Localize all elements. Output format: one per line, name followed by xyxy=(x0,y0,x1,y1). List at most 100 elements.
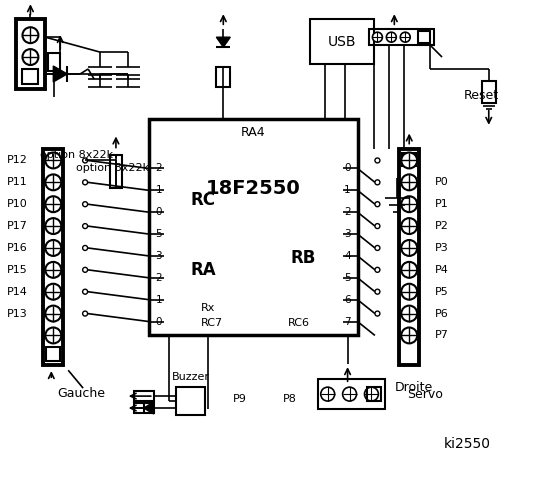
Circle shape xyxy=(82,180,87,185)
Bar xyxy=(369,29,434,45)
Bar xyxy=(15,19,45,89)
Text: 1: 1 xyxy=(155,295,162,305)
Circle shape xyxy=(372,32,382,42)
Circle shape xyxy=(401,284,417,300)
Circle shape xyxy=(375,224,380,228)
Circle shape xyxy=(82,267,87,272)
Text: Reset: Reset xyxy=(464,89,499,102)
Bar xyxy=(46,348,60,361)
Bar xyxy=(482,81,495,103)
Text: P15: P15 xyxy=(7,265,28,275)
Polygon shape xyxy=(144,402,154,414)
Text: P13: P13 xyxy=(7,309,28,319)
Bar xyxy=(134,391,154,401)
Text: Droite: Droite xyxy=(395,381,434,394)
Text: RC6: RC6 xyxy=(288,317,310,327)
Circle shape xyxy=(321,387,335,401)
Text: 4: 4 xyxy=(345,251,351,261)
Text: 3: 3 xyxy=(155,251,162,261)
Circle shape xyxy=(375,245,380,251)
Text: 1: 1 xyxy=(155,185,162,195)
Text: P1: P1 xyxy=(435,199,449,209)
Text: RA4: RA4 xyxy=(241,126,265,139)
Circle shape xyxy=(401,153,417,168)
Bar xyxy=(368,387,382,401)
Text: 0: 0 xyxy=(345,163,351,173)
Bar xyxy=(176,387,205,415)
Bar xyxy=(402,153,416,167)
Circle shape xyxy=(45,196,61,212)
Circle shape xyxy=(82,202,87,207)
Circle shape xyxy=(45,240,61,256)
Text: Rx: Rx xyxy=(200,302,215,312)
Bar xyxy=(399,148,419,365)
Text: RC: RC xyxy=(190,191,216,209)
Circle shape xyxy=(387,32,397,42)
Circle shape xyxy=(375,289,380,294)
Text: 1: 1 xyxy=(345,185,351,195)
Text: P17: P17 xyxy=(7,221,28,231)
Circle shape xyxy=(375,267,380,272)
Bar xyxy=(216,67,230,87)
Text: 2: 2 xyxy=(155,163,162,173)
Circle shape xyxy=(401,262,417,278)
Circle shape xyxy=(401,196,417,212)
Bar xyxy=(43,148,63,365)
Circle shape xyxy=(400,32,410,42)
Circle shape xyxy=(82,224,87,228)
Bar xyxy=(149,119,358,336)
Circle shape xyxy=(401,174,417,190)
Text: 2: 2 xyxy=(155,273,162,283)
Circle shape xyxy=(45,306,61,322)
Text: P3: P3 xyxy=(435,243,449,253)
Circle shape xyxy=(401,306,417,322)
Text: P0: P0 xyxy=(435,177,449,187)
Text: P5: P5 xyxy=(435,287,449,297)
Circle shape xyxy=(343,387,357,401)
Text: 0: 0 xyxy=(155,316,162,326)
Text: P12: P12 xyxy=(7,156,28,166)
Bar xyxy=(318,379,385,409)
Circle shape xyxy=(82,289,87,294)
Circle shape xyxy=(82,158,87,163)
Text: P11: P11 xyxy=(7,177,28,187)
Text: P10: P10 xyxy=(7,199,28,209)
Text: 6: 6 xyxy=(345,295,351,305)
Circle shape xyxy=(401,218,417,234)
Text: option 8x22k: option 8x22k xyxy=(76,163,149,173)
Text: 5: 5 xyxy=(155,229,162,239)
Text: P7: P7 xyxy=(435,330,449,340)
Text: Buzzer: Buzzer xyxy=(171,372,210,382)
Circle shape xyxy=(45,284,61,300)
Text: 5: 5 xyxy=(345,273,351,283)
Text: option 8x22k: option 8x22k xyxy=(40,151,113,160)
Circle shape xyxy=(45,174,61,190)
Circle shape xyxy=(375,202,380,207)
Circle shape xyxy=(375,180,380,185)
Text: P2: P2 xyxy=(435,221,449,231)
Polygon shape xyxy=(53,66,67,82)
Bar xyxy=(418,31,430,43)
Circle shape xyxy=(82,311,87,316)
Circle shape xyxy=(375,158,380,163)
Text: 3: 3 xyxy=(345,229,351,239)
Bar xyxy=(110,156,122,188)
Text: P16: P16 xyxy=(7,243,28,253)
Circle shape xyxy=(45,327,61,343)
Text: 7: 7 xyxy=(345,316,351,326)
Circle shape xyxy=(401,240,417,256)
Text: P6: P6 xyxy=(435,309,449,319)
Circle shape xyxy=(23,49,38,65)
Text: RC7: RC7 xyxy=(200,317,222,327)
Text: Servo: Servo xyxy=(407,388,443,401)
Text: P9: P9 xyxy=(233,394,247,404)
Text: 2: 2 xyxy=(345,207,351,217)
Text: P4: P4 xyxy=(435,265,449,275)
Text: P8: P8 xyxy=(283,394,297,404)
Bar xyxy=(48,53,60,71)
Polygon shape xyxy=(216,37,230,47)
Circle shape xyxy=(45,262,61,278)
Bar xyxy=(23,69,38,84)
Circle shape xyxy=(45,153,61,168)
Text: ki2550: ki2550 xyxy=(444,437,491,451)
